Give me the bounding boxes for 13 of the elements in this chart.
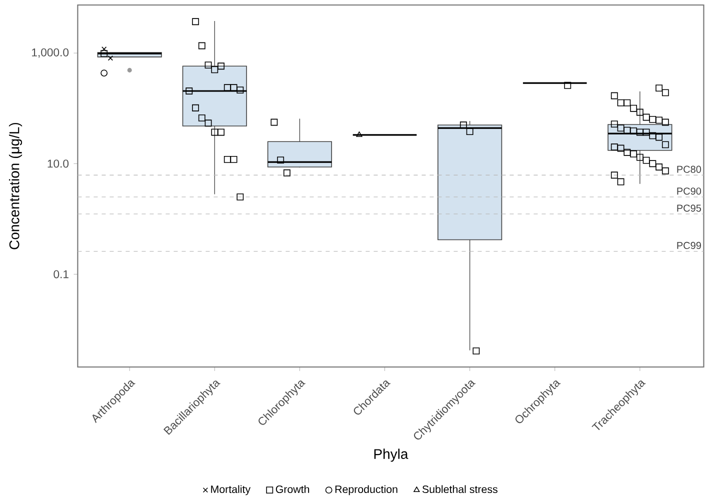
legend-label: Growth (276, 485, 310, 494)
ref-line-label: PC90 (677, 188, 702, 195)
y-tick-label: 10.0 (48, 160, 69, 168)
ref-line-label: PC80 (677, 166, 702, 173)
ref-line-label: PC99 (677, 242, 701, 250)
legend-label: Mortality (211, 485, 251, 496)
y-tick-label: 0.1 (54, 270, 68, 278)
y-tick-label: 1,000.0 (32, 48, 69, 58)
legend-label: Reproduction (335, 485, 398, 496)
ref-line-label: PC95 (677, 204, 702, 212)
y-axis-title: Concentration (μg/L) (8, 122, 22, 250)
x-axis-title: Phyla (374, 448, 408, 462)
legend-label: Sublethal stress (422, 485, 498, 494)
